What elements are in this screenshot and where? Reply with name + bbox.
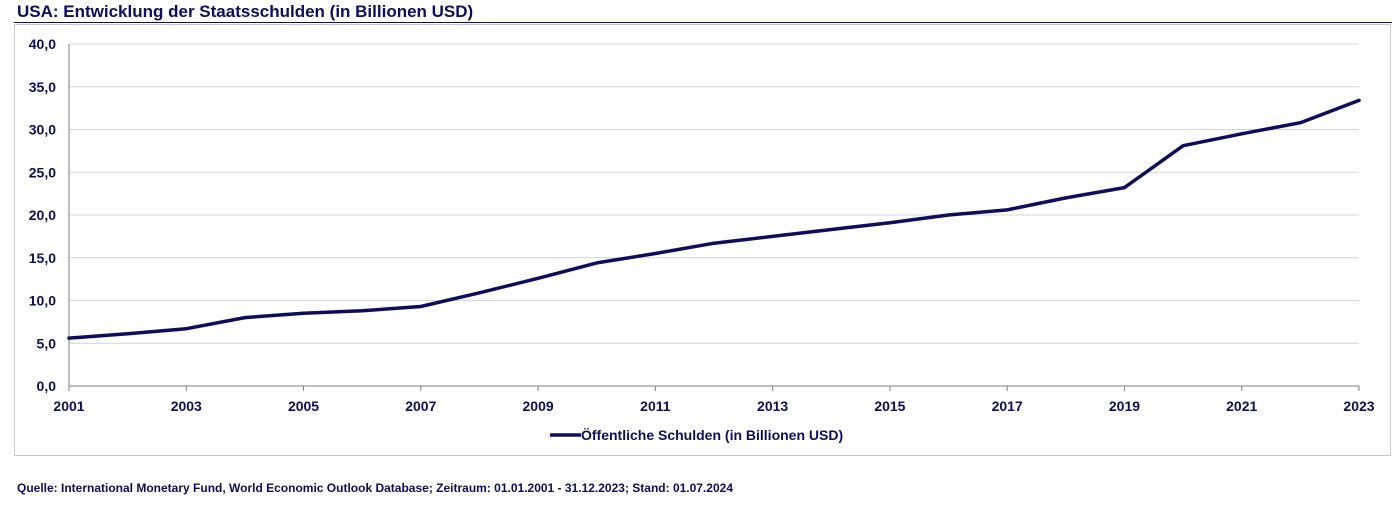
series-layer (67, 98, 1361, 340)
x-tick-label: 2021 (1226, 398, 1257, 414)
x-tick-label: 2023 (1343, 398, 1374, 414)
line-chart: 0,05,010,015,020,025,030,035,040,0 2001 2… (29, 36, 1375, 443)
x-tick-label: 2009 (523, 398, 554, 414)
y-tick-label: 30,0 (29, 122, 56, 138)
data-point (712, 241, 716, 245)
axes (68, 44, 1360, 391)
data-point (829, 228, 833, 232)
data-point (653, 251, 657, 255)
data-point (360, 309, 364, 313)
legend: Öffentliche Schulden (in Billionen USD) (550, 427, 843, 443)
title-underline (14, 22, 1392, 23)
y-axis-tick-labels: 0,0 5,0 10,0 15,0 20,0 25,0 30,0 35,0 40,0 (29, 36, 56, 394)
series-line-0 (67, 98, 1361, 340)
chart-title: USA: Entwicklung der Staatsschulden (in … (17, 2, 474, 21)
legend-label: Öffentliche Schulden (in Billionen USD) (581, 427, 843, 443)
y-tick-label: 10,0 (29, 293, 56, 309)
y-tick-label: 25,0 (29, 164, 56, 180)
data-point (67, 336, 71, 340)
data-point (595, 261, 599, 265)
x-tick-label: 2001 (53, 398, 84, 414)
data-point (888, 221, 892, 225)
gridlines (69, 43, 1359, 344)
data-point (536, 276, 540, 280)
x-tick-label: 2017 (992, 398, 1023, 414)
data-point (1240, 132, 1244, 136)
x-tick-label: 2007 (405, 398, 436, 414)
data-point (184, 327, 188, 331)
data-point (419, 304, 423, 308)
y-tick-label: 0,0 (37, 378, 57, 394)
data-point (1064, 196, 1068, 200)
x-tick-label: 2011 (640, 398, 671, 414)
y-tick-label: 40,0 (29, 36, 56, 52)
x-tick-label: 2015 (874, 398, 905, 414)
data-point (126, 332, 130, 336)
data-point (947, 213, 951, 217)
source-note: Quelle: International Monetary Fund, Wor… (17, 481, 733, 495)
x-tick-label: 2005 (288, 398, 319, 414)
chart-area: 0,0 5,0 10,0 15,0 20,0 25,0 30,0 35,0 40,0 2001 2… (14, 24, 1391, 456)
y-tick-label: 5,0 (37, 335, 57, 351)
data-point (771, 234, 775, 238)
x-tick-label: 2013 (757, 398, 788, 414)
y-tick-label: 35,0 (29, 79, 56, 95)
data-point (302, 311, 306, 315)
data-point (477, 291, 481, 295)
y-tick-label: 15,0 (29, 250, 56, 266)
y-tick-label: 20,0 (29, 207, 56, 223)
data-point (1005, 208, 1009, 212)
x-axis-tick-labels: 2001 2003 2005 2007 2009 2011 2013 2015 2017 2019… (53, 398, 1374, 414)
data-point (1122, 186, 1126, 190)
data-point (1181, 144, 1185, 148)
data-point (243, 316, 247, 320)
x-tick-label: 2003 (171, 398, 202, 414)
x-tick-label: 2019 (1109, 398, 1140, 414)
data-point (1357, 98, 1361, 102)
data-point (1298, 121, 1302, 125)
